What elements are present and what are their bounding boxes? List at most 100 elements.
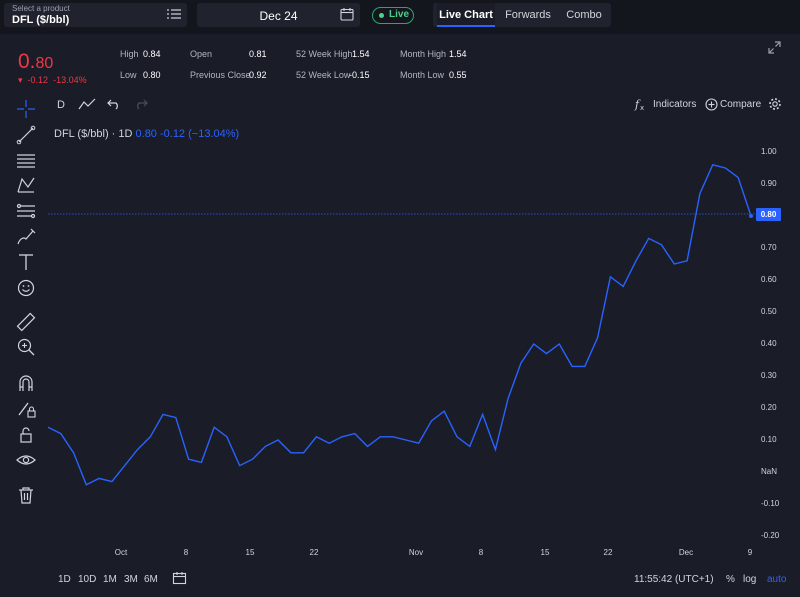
timeframe-3m[interactable]: 3M — [124, 574, 138, 585]
price-series-line — [48, 163, 752, 486]
horizontal-lines-icon[interactable] — [14, 148, 38, 172]
emoji-icon[interactable] — [14, 276, 38, 300]
redo-icon[interactable] — [134, 98, 148, 113]
y-tick-label: 1.00 — [761, 147, 777, 156]
y-tick-label: 0.10 — [761, 435, 777, 444]
text-icon[interactable] — [14, 250, 38, 274]
undo-icon[interactable] — [107, 98, 121, 113]
stat-month-low-label: Month Low — [400, 70, 445, 80]
timeframe-1m[interactable]: 1M — [103, 574, 117, 585]
timeframe-1d[interactable]: 1D — [58, 574, 71, 585]
stat-high-value: 0.84 — [143, 49, 161, 59]
eye-icon[interactable] — [14, 448, 38, 472]
y-tick-label: 0.70 — [761, 243, 777, 252]
last-price-point — [749, 214, 753, 218]
date-picker[interactable]: Dec 24 — [197, 3, 360, 27]
timeframe-10d[interactable]: 10D — [78, 574, 97, 585]
stat-52wk-low-label: 52 Week Low — [296, 70, 351, 80]
pattern-icon[interactable] — [14, 173, 38, 197]
percent-toggle[interactable]: % — [726, 574, 735, 585]
stat-low-value: 0.80 — [143, 70, 161, 80]
live-dot-icon — [379, 13, 384, 18]
y-tick-label: 0.90 — [761, 179, 777, 188]
settings-icon[interactable] — [768, 97, 782, 114]
x-tick-label: 8 — [478, 548, 484, 557]
live-label: Live — [389, 9, 410, 20]
stat-prev-close-label: Previous Close — [190, 70, 251, 80]
x-tick-label: 15 — [245, 548, 255, 557]
tab-combo[interactable]: Combo — [566, 9, 602, 21]
x-tick-label: 9 — [747, 548, 753, 557]
change-value: -0.12 — [27, 75, 49, 85]
log-toggle[interactable]: log — [743, 574, 757, 585]
x-tick-label: 22 — [309, 548, 319, 557]
x-tick-label: Oct — [114, 548, 128, 557]
drawing-toolbar — [0, 92, 48, 544]
y-tick-label: NaN — [761, 467, 778, 476]
auto-toggle[interactable]: auto — [767, 574, 787, 585]
magnet-icon[interactable] — [14, 371, 38, 395]
lock-pencil-icon[interactable] — [14, 397, 38, 421]
stat-52wk-high-label: 52 Week High — [296, 49, 353, 59]
x-tick-label: 15 — [540, 548, 550, 557]
tab-live-chart[interactable]: Live Chart — [437, 3, 495, 27]
x-tick-label: Nov — [408, 548, 424, 557]
stat-open-label: Open — [190, 49, 213, 59]
legend-symbol: DFL ($/bbl) · 1D — [54, 128, 133, 140]
last-price-tag: 0.80 — [756, 208, 781, 221]
stat-month-high-label: Month High — [400, 49, 447, 59]
x-tick-label: 22 — [603, 548, 613, 557]
stat-52wk-high-value: 1.54 — [352, 49, 370, 59]
menu-list-icon[interactable] — [167, 8, 181, 23]
trend-line-icon[interactable] — [14, 123, 38, 147]
plus-circle-icon[interactable] — [705, 98, 718, 114]
indicators-button[interactable]: Indicators — [653, 99, 697, 110]
y-tick-label: 0.30 — [761, 371, 777, 380]
interval-selector[interactable]: D — [57, 99, 65, 111]
stat-low-label: Low — [120, 70, 137, 80]
y-tick-label: -0.20 — [761, 531, 780, 540]
expand-icon[interactable] — [768, 41, 781, 57]
svg-text:x: x — [640, 104, 644, 111]
stat-open-value: 0.81 — [249, 49, 267, 59]
product-selector[interactable]: Select a product DFL ($/bbl) — [4, 3, 187, 27]
date-range-icon[interactable] — [172, 571, 188, 588]
last-price: 0.80 — [18, 50, 53, 74]
timeframe-6m[interactable]: 6M — [144, 574, 158, 585]
ruler-icon[interactable] — [14, 310, 38, 334]
price-int: 0. — [18, 50, 36, 73]
crosshair-icon[interactable] — [14, 97, 38, 121]
tab-forwards[interactable]: Forwards — [505, 9, 551, 21]
zoom-in-icon[interactable] — [14, 335, 38, 359]
x-tick-label: Dec — [678, 548, 694, 557]
fib-icon[interactable] — [14, 199, 38, 223]
trash-icon[interactable] — [14, 483, 38, 507]
change-percent: -13.04% — [53, 75, 87, 85]
product-value: DFL ($/bbl) — [12, 14, 70, 26]
price-dec: 80 — [35, 55, 54, 72]
y-tick-label: -0.10 — [761, 499, 780, 508]
date-value: Dec 24 — [259, 9, 298, 23]
live-status-badge: Live — [372, 7, 414, 24]
stat-month-high-value: 1.54 — [449, 49, 467, 59]
stat-month-low-value: 0.55 — [449, 70, 467, 80]
chart-type-icon[interactable] — [78, 97, 96, 114]
lock-icon[interactable] — [14, 423, 38, 447]
product-caption: Select a product — [12, 4, 70, 13]
chart-legend: DFL ($/bbl) · 1D 0.80 -0.12 (−13.04%) — [54, 128, 239, 140]
brush-icon[interactable] — [14, 225, 38, 249]
price-change: ▾ -0.12 -13.04% — [18, 75, 87, 86]
y-tick-label: 0.20 — [761, 403, 777, 412]
x-tick-label: 8 — [183, 548, 189, 557]
clock: 11:55:42 (UTC+1) — [634, 574, 714, 585]
legend-values: 0.80 -0.12 (−13.04%) — [135, 128, 240, 140]
y-tick-label: 0.60 — [761, 275, 777, 284]
compare-button[interactable]: Compare — [720, 99, 762, 110]
calendar-icon[interactable] — [340, 7, 354, 24]
stat-high-label: High — [120, 49, 139, 59]
stat-prev-close-value: 0.92 — [249, 70, 267, 80]
price-chart[interactable] — [48, 118, 755, 543]
down-arrow-icon: ▾ — [18, 75, 23, 85]
svg-text:f: f — [634, 98, 641, 111]
